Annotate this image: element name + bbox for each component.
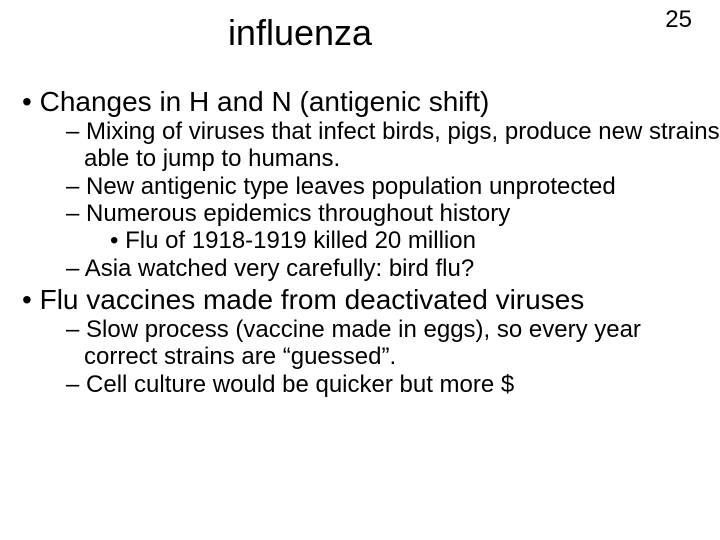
slide-title: influenza bbox=[0, 12, 660, 54]
page-number: 25 bbox=[665, 6, 692, 34]
slide: 25 influenza Changes in H and N (antigen… bbox=[0, 0, 720, 540]
bullet-level2: Mixing of viruses that infect birds, pig… bbox=[18, 118, 720, 173]
slide-body: Changes in H and N (antigenic shift) Mix… bbox=[18, 86, 720, 398]
bullet-level2: Slow process (vaccine made in eggs), so … bbox=[18, 316, 720, 371]
bullet-level2: New antigenic type leaves population unp… bbox=[18, 173, 720, 200]
bullet-level2: Asia watched very carefully: bird flu? bbox=[18, 255, 720, 282]
bullet-level1: Changes in H and N (antigenic shift) bbox=[18, 86, 720, 118]
bullet-level2: Numerous epidemics throughout history bbox=[18, 200, 720, 227]
bullet-level2: Cell culture would be quicker but more $ bbox=[18, 371, 720, 398]
bullet-level3: Flu of 1918-1919 killed 20 million bbox=[18, 227, 720, 254]
bullet-level1: Flu vaccines made from deactivated virus… bbox=[18, 284, 720, 316]
